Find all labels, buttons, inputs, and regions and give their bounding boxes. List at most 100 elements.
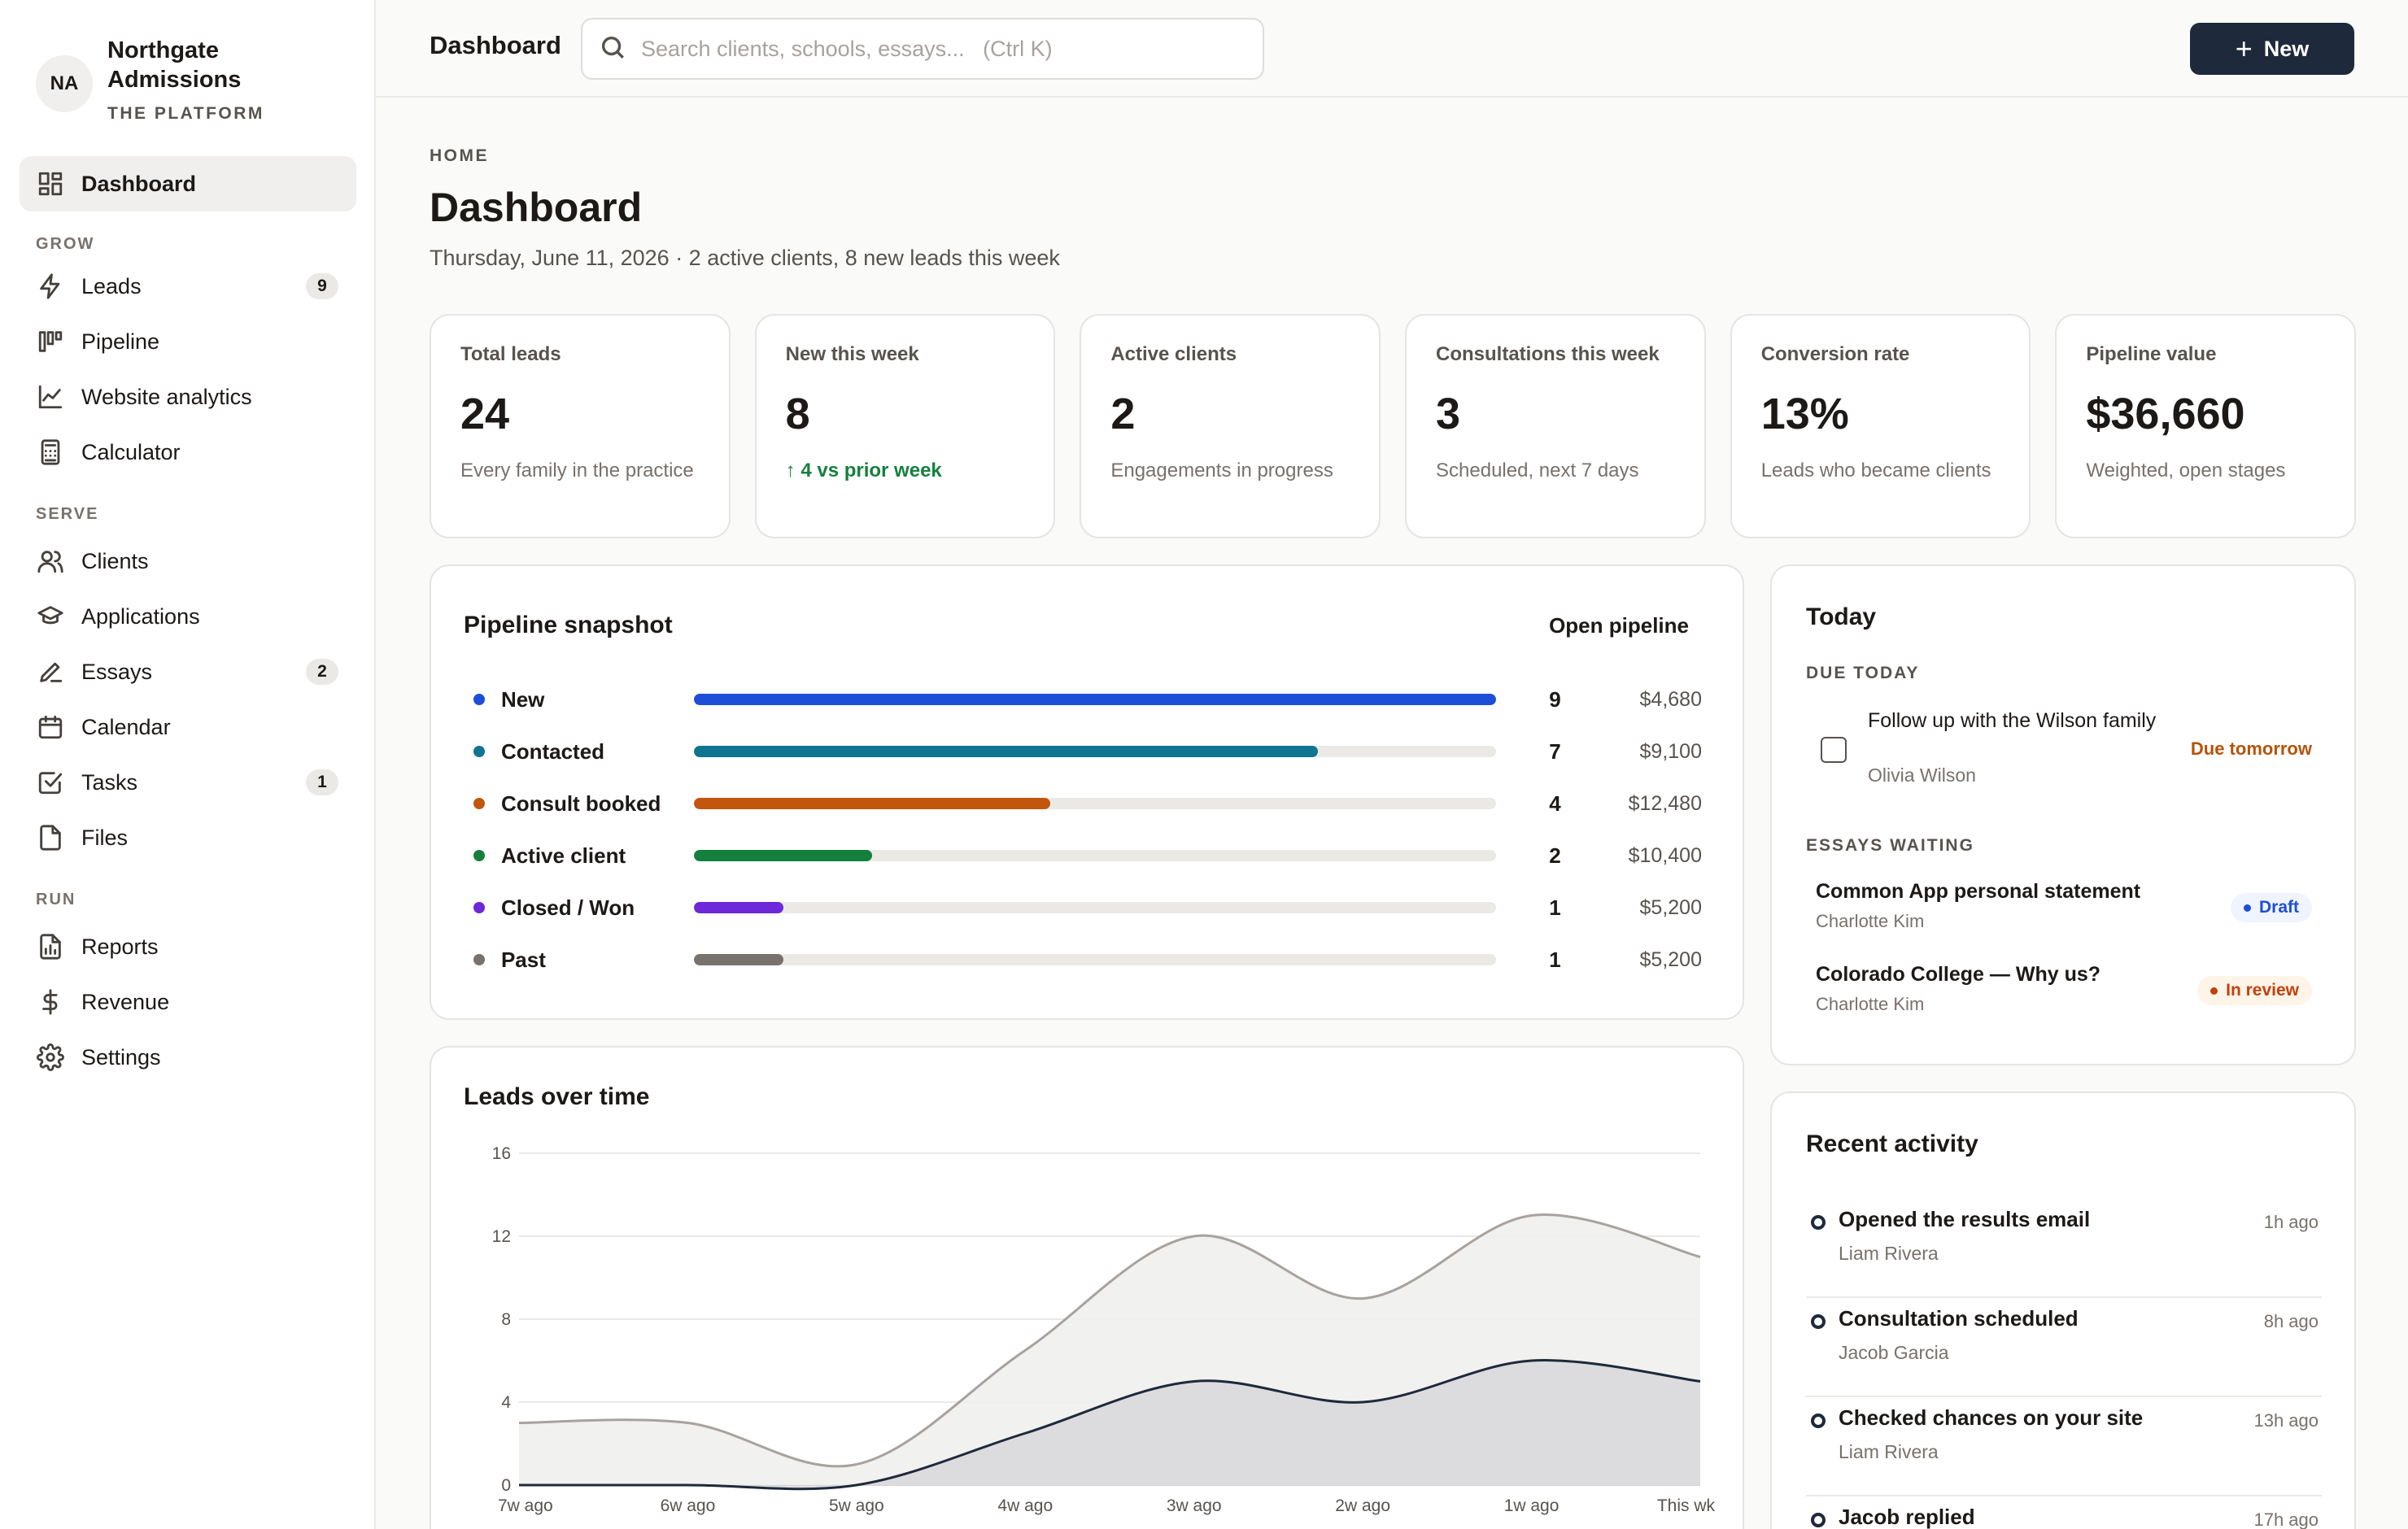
stat-value: 8 (785, 390, 810, 438)
activity-title: Jacob replied (1839, 1505, 1975, 1529)
sidebar-item-dashboard[interactable]: Dashboard (20, 156, 356, 211)
series-1-point (856, 1464, 857, 1465)
pipeline-row[interactable]: Past 1 $5,200 (473, 943, 1702, 976)
stat-card-pipeline-value[interactable]: Pipeline value $36,660 Weighted, open st… (2055, 314, 2357, 538)
stage-progress-fill (693, 694, 1497, 705)
sidebar-item-calendar[interactable]: Calendar (20, 699, 356, 755)
stage-name: Past (500, 947, 546, 972)
sidebar-item-essays[interactable]: Essays 2 (20, 644, 356, 699)
activity-item[interactable]: Consultation scheduled Jacob Garcia 8h a… (1806, 1298, 2322, 1397)
activity-dot-icon (1811, 1314, 1826, 1329)
brand-subtitle: THE PLATFORM (107, 104, 264, 123)
count-badge: 1 (306, 769, 338, 795)
series-line-2 (519, 1359, 1701, 1491)
calculator-icon (36, 438, 65, 467)
pipeline-row[interactable]: Contacted 7 $9,100 (473, 735, 1702, 768)
sidebar-item-label: Pipeline (81, 329, 160, 354)
stat-label: New this week (785, 343, 919, 365)
stat-card-conversion-rate[interactable]: Conversion rate 13% Leads who became cli… (1730, 314, 2031, 538)
count-badge: 9 (306, 273, 338, 299)
stage-progress-bar (693, 694, 1497, 705)
x-tick-label: 3w ago (1167, 1496, 1222, 1515)
essay-title[interactable]: Common App personal statement (1816, 880, 2141, 903)
leads-chart: 0 4 8 12 16 7w ago 6w ago 5w ago 4w ago 3w ago 2w … (492, 1144, 1716, 1515)
sidebar-item-revenue[interactable]: Revenue (20, 974, 356, 1030)
sidebar-item-clients[interactable]: Clients (20, 534, 356, 589)
sidebar-item-label: Calculator (81, 439, 181, 464)
sidebar-item-pipeline[interactable]: Pipeline (20, 314, 356, 369)
nav-section-grow: GROW (36, 235, 95, 253)
new-button[interactable]: + New (2190, 23, 2354, 75)
stat-value: 2 (1110, 390, 1136, 438)
status-label: In review (2226, 981, 2299, 1000)
search-box[interactable] (581, 18, 1264, 80)
stage-amount: $10,400 (1628, 843, 1702, 867)
stat-value: 24 (460, 390, 510, 438)
stage-name: Active client (500, 843, 626, 868)
sidebar-item-files[interactable]: Files (20, 810, 356, 865)
stage-count: 4 (1549, 791, 1561, 816)
pipeline-row[interactable]: Consult booked 4 $12,480 (473, 787, 1702, 820)
open-pipeline-link[interactable]: Open pipeline (1549, 613, 1689, 638)
gear-icon (36, 1043, 65, 1072)
plus-icon: + (2235, 32, 2253, 65)
activity-dot-icon (1811, 1513, 1826, 1527)
dashboard-icon (36, 169, 65, 198)
stat-value: $36,660 (2086, 390, 2245, 438)
checkbox-icon (36, 768, 65, 797)
essay-title[interactable]: Colorado College — Why us? (1816, 963, 2101, 986)
series-2-point (519, 1485, 520, 1486)
activity-item[interactable]: Checked chances on your site Liam Rivera… (1806, 1397, 2322, 1496)
task-title[interactable]: Follow up with the Wilson family (1868, 709, 2157, 732)
sidebar-item-label: Files (81, 825, 129, 850)
nav-section-serve: SERVE (36, 505, 99, 523)
line-chart-icon (36, 382, 65, 412)
x-tick-label: 4w ago (997, 1496, 1053, 1515)
pipeline-snapshot-card: Pipeline snapshot Open pipeline New 9 $4,6… (430, 564, 1744, 1020)
sidebar-item-reports[interactable]: Reports (20, 919, 356, 974)
stage-count: 2 (1549, 843, 1561, 868)
stat-card-new-this-week[interactable]: New this week 8 ↑ 4 vs prior week (754, 314, 1056, 538)
sidebar-item-leads[interactable]: Leads 9 (20, 259, 356, 314)
stat-card-active-clients[interactable]: Active clients 2 Engagements in progress (1080, 314, 1381, 538)
sidebar-item-tasks[interactable]: Tasks 1 (20, 755, 356, 810)
brand[interactable]: NA Northgate Admissions THE PLATFORM (36, 36, 270, 124)
x-tick-label: 6w ago (661, 1496, 716, 1515)
sidebar-item-label: Settings (81, 1044, 161, 1069)
stat-label: Consultations this week (1436, 343, 1660, 365)
stage-amount: $4,680 (1639, 687, 1702, 711)
search-input[interactable] (641, 36, 1211, 62)
due-label: Due tomorrow (2190, 738, 2312, 759)
stat-label: Conversion rate (1760, 343, 1910, 365)
stat-note: Scheduled, next 7 days (1436, 460, 1639, 481)
activity-dot-icon (1811, 1414, 1826, 1428)
sidebar-item-website-analytics[interactable]: Website analytics (20, 369, 356, 425)
stat-card-total-leads[interactable]: Total leads 24 Every family in the pract… (430, 314, 731, 538)
stage-dot-icon (473, 902, 485, 913)
pipeline-row[interactable]: Closed / Won 1 $5,200 (473, 891, 1702, 924)
y-tick-label: 16 (492, 1144, 511, 1163)
sidebar-item-label: Revenue (81, 989, 170, 1014)
pipeline-row[interactable]: Active client 2 $10,400 (473, 839, 1702, 872)
stage-amount: $12,480 (1628, 791, 1702, 815)
breadcrumb[interactable]: HOME (430, 146, 489, 165)
x-tick-label: 2w ago (1335, 1496, 1390, 1515)
sidebar-item-settings[interactable]: Settings (20, 1030, 356, 1085)
y-tick-label: 8 (501, 1310, 511, 1329)
series-line-1 (518, 1213, 1701, 1468)
stat-card-consultations[interactable]: Consultations this week 3 Scheduled, nex… (1405, 314, 1706, 538)
activity-time: 13h ago (2253, 1410, 2319, 1431)
task-checkbox[interactable] (1821, 737, 1847, 763)
leads-over-time-card: Leads over time 0 4 8 12 16 7w ago 6w ago 5w ag… (430, 1046, 1744, 1529)
pipeline-row[interactable]: New 9 $4,680 (473, 683, 1702, 716)
file-icon (36, 823, 65, 852)
sidebar-item-calculator[interactable]: Calculator (20, 425, 356, 480)
activity-time: 1h ago (2263, 1212, 2319, 1232)
status-dot-icon (2210, 987, 2218, 995)
activity-item[interactable]: Jacob replied 17h ago (1806, 1496, 2322, 1529)
activity-time: 8h ago (2263, 1311, 2319, 1331)
sidebar-item-applications[interactable]: Applications (20, 589, 356, 644)
stage-dot-icon (473, 798, 485, 809)
stage-progress-bar (693, 902, 1497, 913)
activity-item[interactable]: Opened the results email Liam Rivera 1h … (1806, 1199, 2322, 1298)
